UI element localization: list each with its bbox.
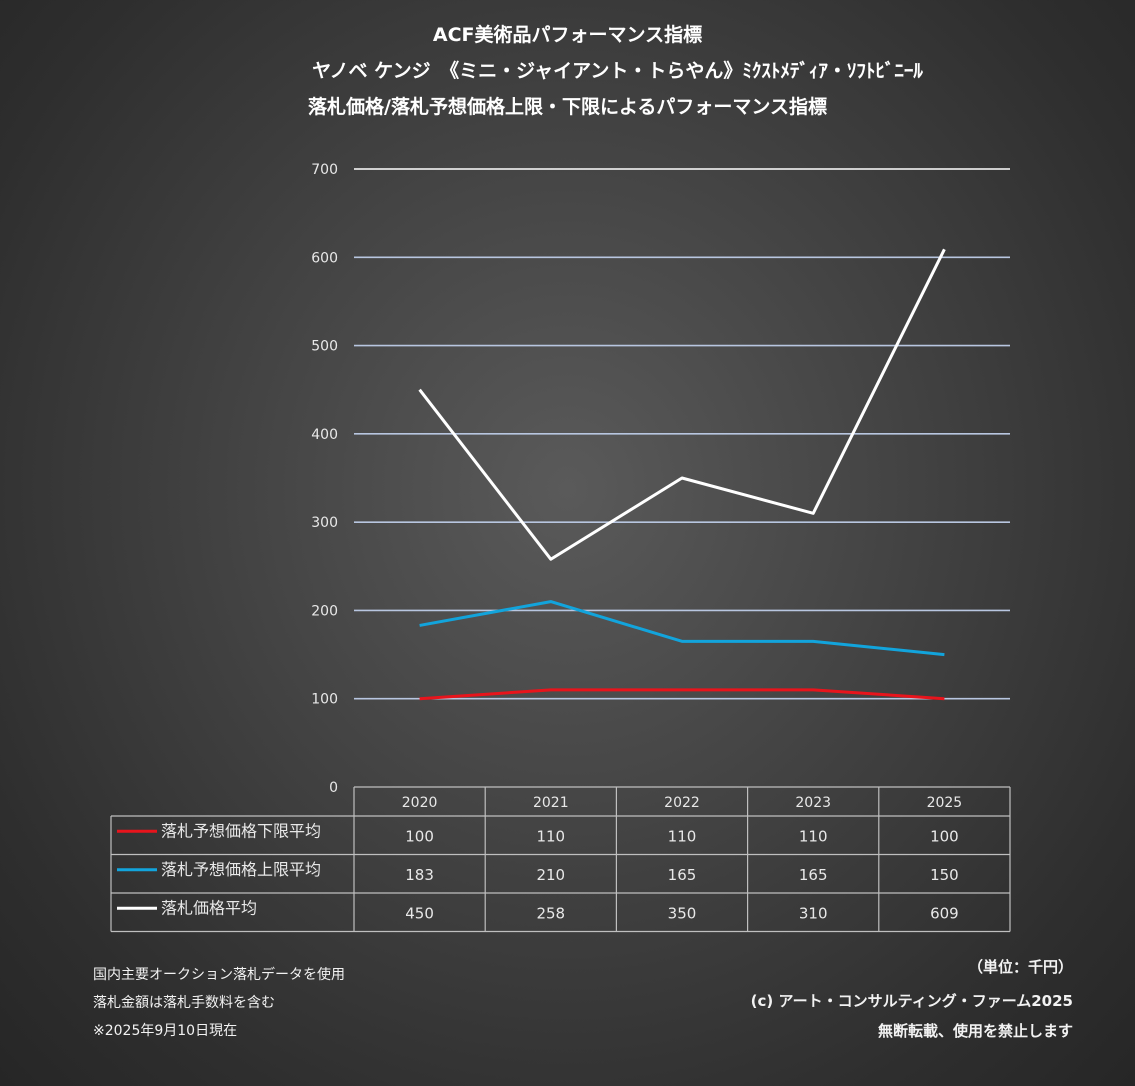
data-label: 165	[668, 866, 697, 884]
x-category-label: 2021	[533, 795, 569, 811]
legend-label: 落札予想価格上限平均	[161, 860, 321, 879]
data-label: 165	[799, 866, 828, 884]
fee-note: 落札金額は落札手数料を含む	[93, 995, 275, 1011]
data-label: 150	[930, 866, 959, 884]
y-tick-label: 100	[311, 692, 338, 708]
data-label: 450	[405, 904, 434, 922]
copyright-label: (c) アート・コンサルティング・ファーム2025	[750, 992, 1073, 1010]
y-tick-label: 700	[311, 162, 338, 178]
legend-label: 落札価格平均	[161, 898, 257, 917]
data-label: 609	[930, 904, 959, 922]
y-axis-ticks: 0 100 200 300 400 500 600 700	[311, 162, 338, 796]
date-note: ※2025年9月10日現在	[93, 1023, 238, 1039]
chart-subtitle-artwork: ヤノベ ケンジ 《ミニ・ジャイアント・トらやん》ﾐｸｽﾄﾒﾃﾞｨｱ・ｿﾌﾄﾋﾞﾆ…	[312, 60, 923, 82]
data-label: 110	[536, 827, 565, 845]
rights-label: 無断転載、使用を禁止します	[877, 1022, 1073, 1040]
series-line-0	[419, 688, 945, 701]
data-label: 310	[799, 904, 828, 922]
y-tick-label: 600	[311, 250, 338, 266]
data-label: 110	[799, 827, 828, 845]
gridlines	[354, 168, 1010, 700]
y-tick-label: 300	[311, 515, 338, 531]
data-label: 100	[405, 827, 434, 845]
x-category-label: 2025	[927, 795, 963, 811]
chart-title: ACF美術品パフォーマンス指標	[432, 24, 703, 46]
series-line-1	[419, 600, 945, 657]
series-lines	[418, 248, 946, 701]
source-note: 国内主要オークション落札データを使用	[93, 967, 345, 983]
data-table: 2020 2021 2022 2023 2025 落札予想価格下限平均 100 110 110 1…	[110, 786, 1011, 933]
data-label: 258	[536, 904, 565, 922]
data-label: 100	[930, 827, 959, 845]
y-tick-label: 200	[311, 603, 338, 619]
y-tick-label: 400	[311, 427, 338, 443]
legend-label: 落札予想価格下限平均	[161, 821, 321, 840]
x-category-label: 2023	[795, 795, 831, 811]
series-line-2	[418, 248, 946, 561]
chart-subtitle-metric: 落札価格/落札予想価格上限・下限によるパフォーマンス指標	[308, 96, 827, 118]
y-tick-label: 0	[329, 780, 338, 796]
x-category-label: 2020	[402, 795, 438, 811]
data-label: 110	[668, 827, 697, 845]
data-label: 210	[536, 866, 565, 884]
data-label: 183	[405, 866, 434, 884]
y-tick-label: 500	[311, 339, 338, 355]
data-label: 350	[668, 904, 697, 922]
unit-label: （単位：千円）	[967, 958, 1073, 976]
x-category-label: 2022	[664, 795, 700, 811]
